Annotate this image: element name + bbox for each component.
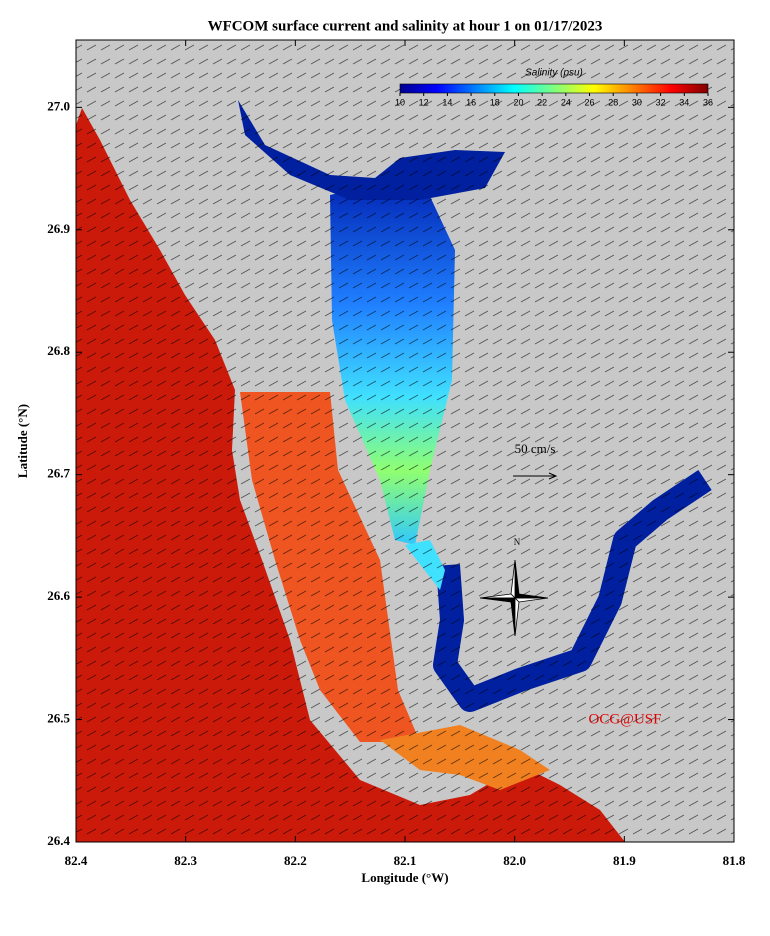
map-area (76, 40, 734, 842)
compass-label: N (514, 537, 521, 547)
y-tick-label: 26.4 (47, 833, 70, 848)
x-axis-label: Longitude (°W) (361, 870, 448, 885)
credit: OCG@USF (588, 711, 661, 727)
colorbar-title: Salinity (psu) (525, 68, 583, 79)
y-axis-label: Latitude (°N) (15, 404, 30, 478)
colorbar-tick-label: 22 (537, 97, 547, 107)
scale-label: 50 cm/s (515, 441, 556, 456)
x-tick-label: 82.4 (65, 853, 88, 868)
map-title: WFCOM surface current and salinity at ho… (208, 18, 603, 34)
y-tick-label: 26.7 (47, 466, 70, 481)
y-tick-label: 26.6 (47, 588, 70, 603)
colorbar-tick-label: 14 (442, 97, 452, 107)
colorbar-tick-label: 32 (656, 97, 666, 107)
compass (479, 559, 549, 637)
scale-arrow-head (548, 472, 558, 480)
colorbar-tick-label: 36 (703, 97, 713, 107)
colorbar (399, 83, 709, 94)
colorbar-tick-label: 10 (395, 97, 405, 107)
x-tick-label: 82.3 (174, 853, 197, 868)
x-tick-label: 82.0 (503, 853, 526, 868)
colorbar-tick-label: 30 (632, 97, 642, 107)
colorbar-tick-label: 26 (585, 97, 595, 107)
x-tick-label: 81.8 (723, 853, 746, 868)
colorbar-tick-label: 12 (419, 97, 429, 107)
colorbar-tick-label: 28 (608, 97, 618, 107)
x-tick-label: 81.9 (613, 853, 636, 868)
colorbar-tick-label: 34 (679, 97, 689, 107)
y-tick-label: 26.8 (47, 343, 70, 358)
colorbar-tick-label: 16 (466, 97, 476, 107)
colorbar-tick-label: 18 (490, 97, 500, 107)
x-tick-label: 82.2 (284, 853, 307, 868)
x-tick-label: 82.1 (394, 853, 417, 868)
y-tick-label: 27.0 (47, 98, 70, 113)
y-tick-label: 26.9 (47, 221, 70, 236)
current-vectors (76, 40, 734, 842)
colorbar-tick-label: 24 (561, 97, 571, 107)
colorbar-tick-label: 20 (513, 97, 523, 107)
y-tick-label: 26.5 (47, 711, 70, 726)
